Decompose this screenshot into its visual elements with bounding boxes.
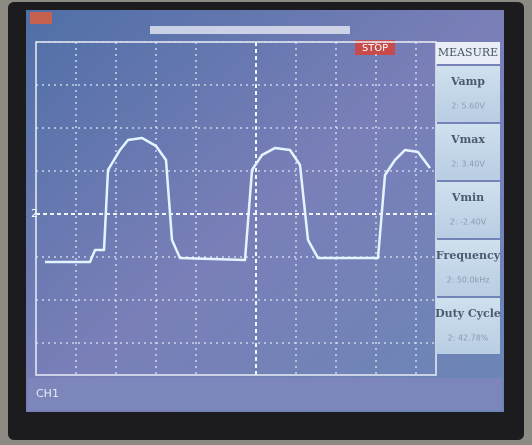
channel-marker: 2	[31, 207, 38, 220]
channel-label: CH1	[36, 387, 59, 400]
measure-label: Frequency	[436, 249, 501, 262]
status: STOP	[362, 43, 388, 54]
measure-label: Duty Cycle	[435, 307, 501, 320]
trigger-bar	[150, 26, 350, 34]
measure-panel: Vamp 2: 5.60V Vmax 2: 3.40V Vmin 2: -2.40V Fre…	[435, 66, 501, 354]
measure-value: 2: 3.40V	[451, 160, 485, 169]
oscilloscope-photo: STOP 2 MEASURE Vamp2: 5.60VVmax2: 3.40VV…	[0, 0, 532, 445]
measure-title: MEASURE	[438, 46, 498, 59]
measure-label: Vmax	[450, 133, 485, 146]
menu-bar	[28, 378, 502, 410]
measure-value: 2: 50.0kHz	[447, 276, 490, 285]
screen	[26, 10, 504, 412]
measure-value: 2: -2.40V	[450, 218, 487, 227]
measure-label: Vmin	[451, 191, 484, 204]
run-icon	[30, 12, 52, 24]
measure-value: 2: 42.78%	[448, 334, 489, 343]
measure-label: Vamp	[450, 75, 485, 88]
measure-value: 2: 5.60V	[451, 102, 485, 111]
